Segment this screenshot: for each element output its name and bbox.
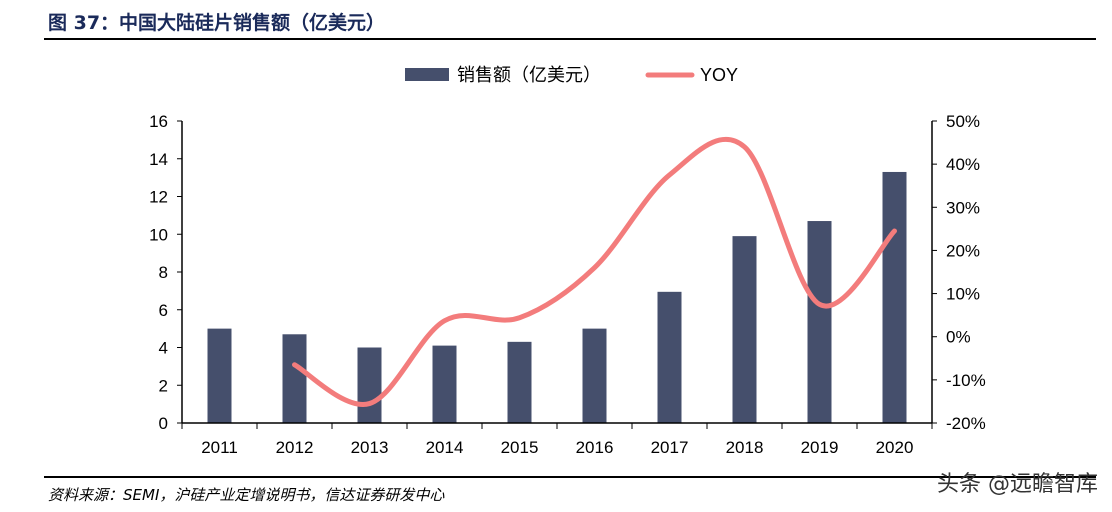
source-note: 资料来源：SEMI，沪硅产业定增说明书，信达证券研发中心	[48, 486, 445, 504]
left-tick-label: 2	[159, 376, 168, 395]
left-tick-label: 0	[159, 414, 168, 433]
title-divider	[44, 38, 1096, 40]
bar-2020	[882, 171, 907, 423]
left-tick-label: 16	[149, 112, 168, 131]
x-tick-label: 2014	[426, 438, 464, 457]
x-tick-label: 2015	[501, 438, 539, 457]
x-tick-label: 2013	[351, 438, 389, 457]
x-tick-label: 2017	[651, 438, 689, 457]
left-tick-label: 6	[159, 301, 168, 320]
chart: 0 2 4 6 8 10 12 14 16 -20% -10% 0% 10% 20% 30% 40% 50% 20…	[149, 65, 986, 457]
left-tick-label: 4	[159, 339, 168, 358]
left-tick-label: 14	[149, 150, 168, 169]
x-tick-label: 2011	[201, 438, 238, 457]
bar-2019	[807, 221, 832, 423]
left-tick-label: 8	[159, 263, 168, 282]
bar-2011	[207, 328, 232, 423]
right-tick-label: 0%	[946, 328, 971, 347]
x-tick-label: 2016	[576, 438, 614, 457]
bar-2014	[432, 345, 457, 423]
bar-2016	[582, 328, 607, 423]
bar-2017	[657, 291, 682, 423]
bar-2013	[357, 347, 382, 423]
right-tick-label: -20%	[946, 414, 986, 433]
x-tick-label: 2012	[276, 438, 314, 457]
right-tick-label: 30%	[946, 198, 980, 217]
right-tick-label: -10%	[946, 371, 986, 390]
x-tick-label: 2019	[801, 438, 839, 457]
figure-title: 图 37：中国大陆硅片销售额（亿美元）	[48, 12, 386, 34]
watermark: 头条 @远瞻智库	[937, 472, 1098, 497]
right-tick-label: 50%	[946, 112, 980, 131]
legend-label-yoy: YOY	[700, 65, 738, 85]
legend-swatch-sales	[405, 68, 449, 81]
x-tick-label: 2018	[726, 438, 764, 457]
right-tick-label: 20%	[946, 241, 980, 260]
source-divider	[44, 476, 1096, 478]
left-tick-label: 10	[149, 225, 168, 244]
right-tick-label: 40%	[946, 155, 980, 174]
yoy-line	[292, 136, 897, 407]
x-tick-label: 2020	[876, 438, 914, 457]
right-tick-label: 10%	[946, 285, 980, 304]
legend-label-sales: 销售额（亿美元）	[457, 65, 601, 85]
bar-2015	[507, 341, 532, 423]
left-tick-label: 12	[149, 188, 168, 207]
bar-2012	[282, 334, 307, 423]
bar-2018	[732, 236, 757, 423]
